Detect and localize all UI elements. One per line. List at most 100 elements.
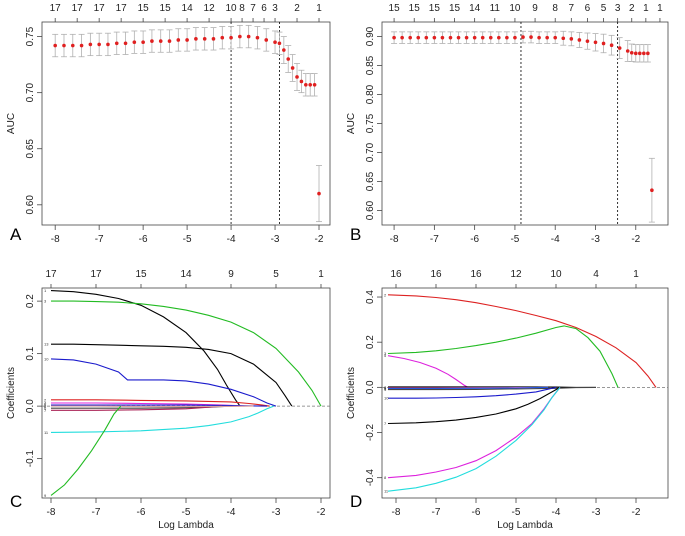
coef-label-2: 2: [44, 397, 47, 402]
x-axis-label: Log Lambda: [497, 520, 553, 531]
top-tick-label: 1: [316, 3, 322, 14]
y-axis-label: AUC: [6, 113, 17, 134]
y-tick-label: 0.1: [25, 346, 36, 360]
y-tick-label: 0.75: [365, 113, 376, 133]
data-point: [286, 57, 291, 61]
y-tick-label: 0.2: [365, 335, 376, 349]
x-tick-label: -7: [432, 507, 441, 518]
data-point: [577, 38, 582, 42]
top-tick-label: 14: [469, 3, 481, 14]
data-point: [440, 35, 445, 40]
data-point: [464, 35, 469, 40]
data-point: [629, 50, 634, 55]
data-point: [625, 49, 630, 53]
data-point: [202, 37, 207, 41]
x-tick-label: -4: [551, 234, 560, 245]
coef-path-3: [51, 300, 322, 407]
y-tick-label: -0.1: [25, 450, 36, 468]
data-point: [456, 35, 461, 40]
data-point: [229, 35, 233, 40]
data-point: [158, 39, 163, 43]
data-point: [408, 35, 412, 40]
plot-frame: [381, 287, 669, 499]
data-point: [646, 51, 650, 56]
coef-path-8: [51, 405, 254, 408]
coef-label-5: 5: [384, 353, 387, 358]
coef-label-10: 10: [384, 396, 389, 401]
coef-path-10: [388, 386, 557, 399]
data-point: [593, 40, 598, 45]
data-point: [505, 35, 509, 40]
top-tick-label: 15: [160, 3, 172, 14]
data-point: [264, 38, 269, 42]
y-tick-label: 0.60: [365, 200, 376, 220]
data-point: [638, 51, 642, 56]
x-tick-label: -4: [227, 234, 236, 245]
coef-path-2: [387, 294, 657, 388]
data-point: [642, 51, 646, 56]
coef-path-1: [50, 290, 241, 407]
data-point: [633, 51, 638, 56]
data-point: [53, 43, 57, 48]
data-point: [585, 39, 590, 43]
x-tick-label: -6: [470, 234, 479, 245]
y-tick-label: 0.65: [365, 171, 376, 191]
y-tick-label: 0.0: [25, 399, 36, 413]
y-axis-label: AUC: [346, 113, 357, 134]
coef-label-3: 3: [384, 351, 387, 356]
data-point: [308, 83, 313, 87]
top-tick-label: 4: [593, 269, 599, 280]
coef-label-2: 2: [384, 292, 387, 297]
plot-frame: [41, 21, 331, 226]
top-tick-label: 16: [390, 269, 402, 280]
y-tick-label: 0.70: [365, 142, 376, 162]
data-point: [553, 35, 558, 40]
coef-label-1: 1: [384, 384, 387, 389]
top-tick-label: 8: [552, 3, 558, 14]
coef-label-13: 13: [44, 342, 49, 347]
top-tick-label: 15: [429, 3, 441, 14]
coef-label-3: 3: [44, 299, 47, 304]
data-point: [609, 43, 614, 47]
top-tick-label: 17: [116, 3, 128, 14]
data-point: [97, 42, 101, 47]
top-tick-label: 5: [601, 3, 607, 14]
coef-label-7: 7: [44, 408, 47, 413]
top-tick-label: 7: [569, 3, 575, 14]
x-tick-label: -2: [317, 507, 326, 518]
data-point: [211, 37, 216, 41]
data-point: [392, 35, 396, 40]
panel-letter: C: [10, 492, 22, 511]
top-tick-label: 17: [94, 3, 106, 14]
coef-path-11: [387, 387, 561, 492]
top-tick-label: 11: [490, 3, 501, 14]
data-point: [617, 46, 622, 50]
top-tick-label: 7: [250, 3, 256, 14]
coef-path-4: [388, 386, 597, 391]
top-tick-label: 12: [510, 269, 522, 280]
data-point: [255, 35, 260, 40]
coef-label-4: 4: [384, 387, 387, 392]
data-point: [185, 38, 189, 42]
top-tick-label: 6: [261, 3, 267, 14]
coef-path-3: [387, 325, 619, 388]
x-tick-label: -6: [472, 507, 481, 518]
coef-label-5: 5: [44, 403, 47, 408]
data-point: [246, 34, 251, 39]
data-point: [70, 43, 75, 48]
data-point: [141, 40, 145, 44]
x-tick-label: -3: [591, 234, 600, 245]
x-tick-label: -4: [227, 507, 236, 518]
data-point: [220, 35, 225, 40]
y-tick-label: -0.4: [365, 469, 376, 487]
x-axis-label: Log Lambda: [158, 520, 214, 531]
coef-label-4: 4: [44, 400, 47, 405]
data-point: [317, 191, 321, 196]
top-tick-label: 15: [449, 3, 461, 14]
data-point: [106, 42, 110, 47]
x-tick-label: -4: [552, 507, 561, 518]
top-tick-label: 15: [389, 3, 401, 14]
x-tick-label: -5: [183, 234, 192, 245]
